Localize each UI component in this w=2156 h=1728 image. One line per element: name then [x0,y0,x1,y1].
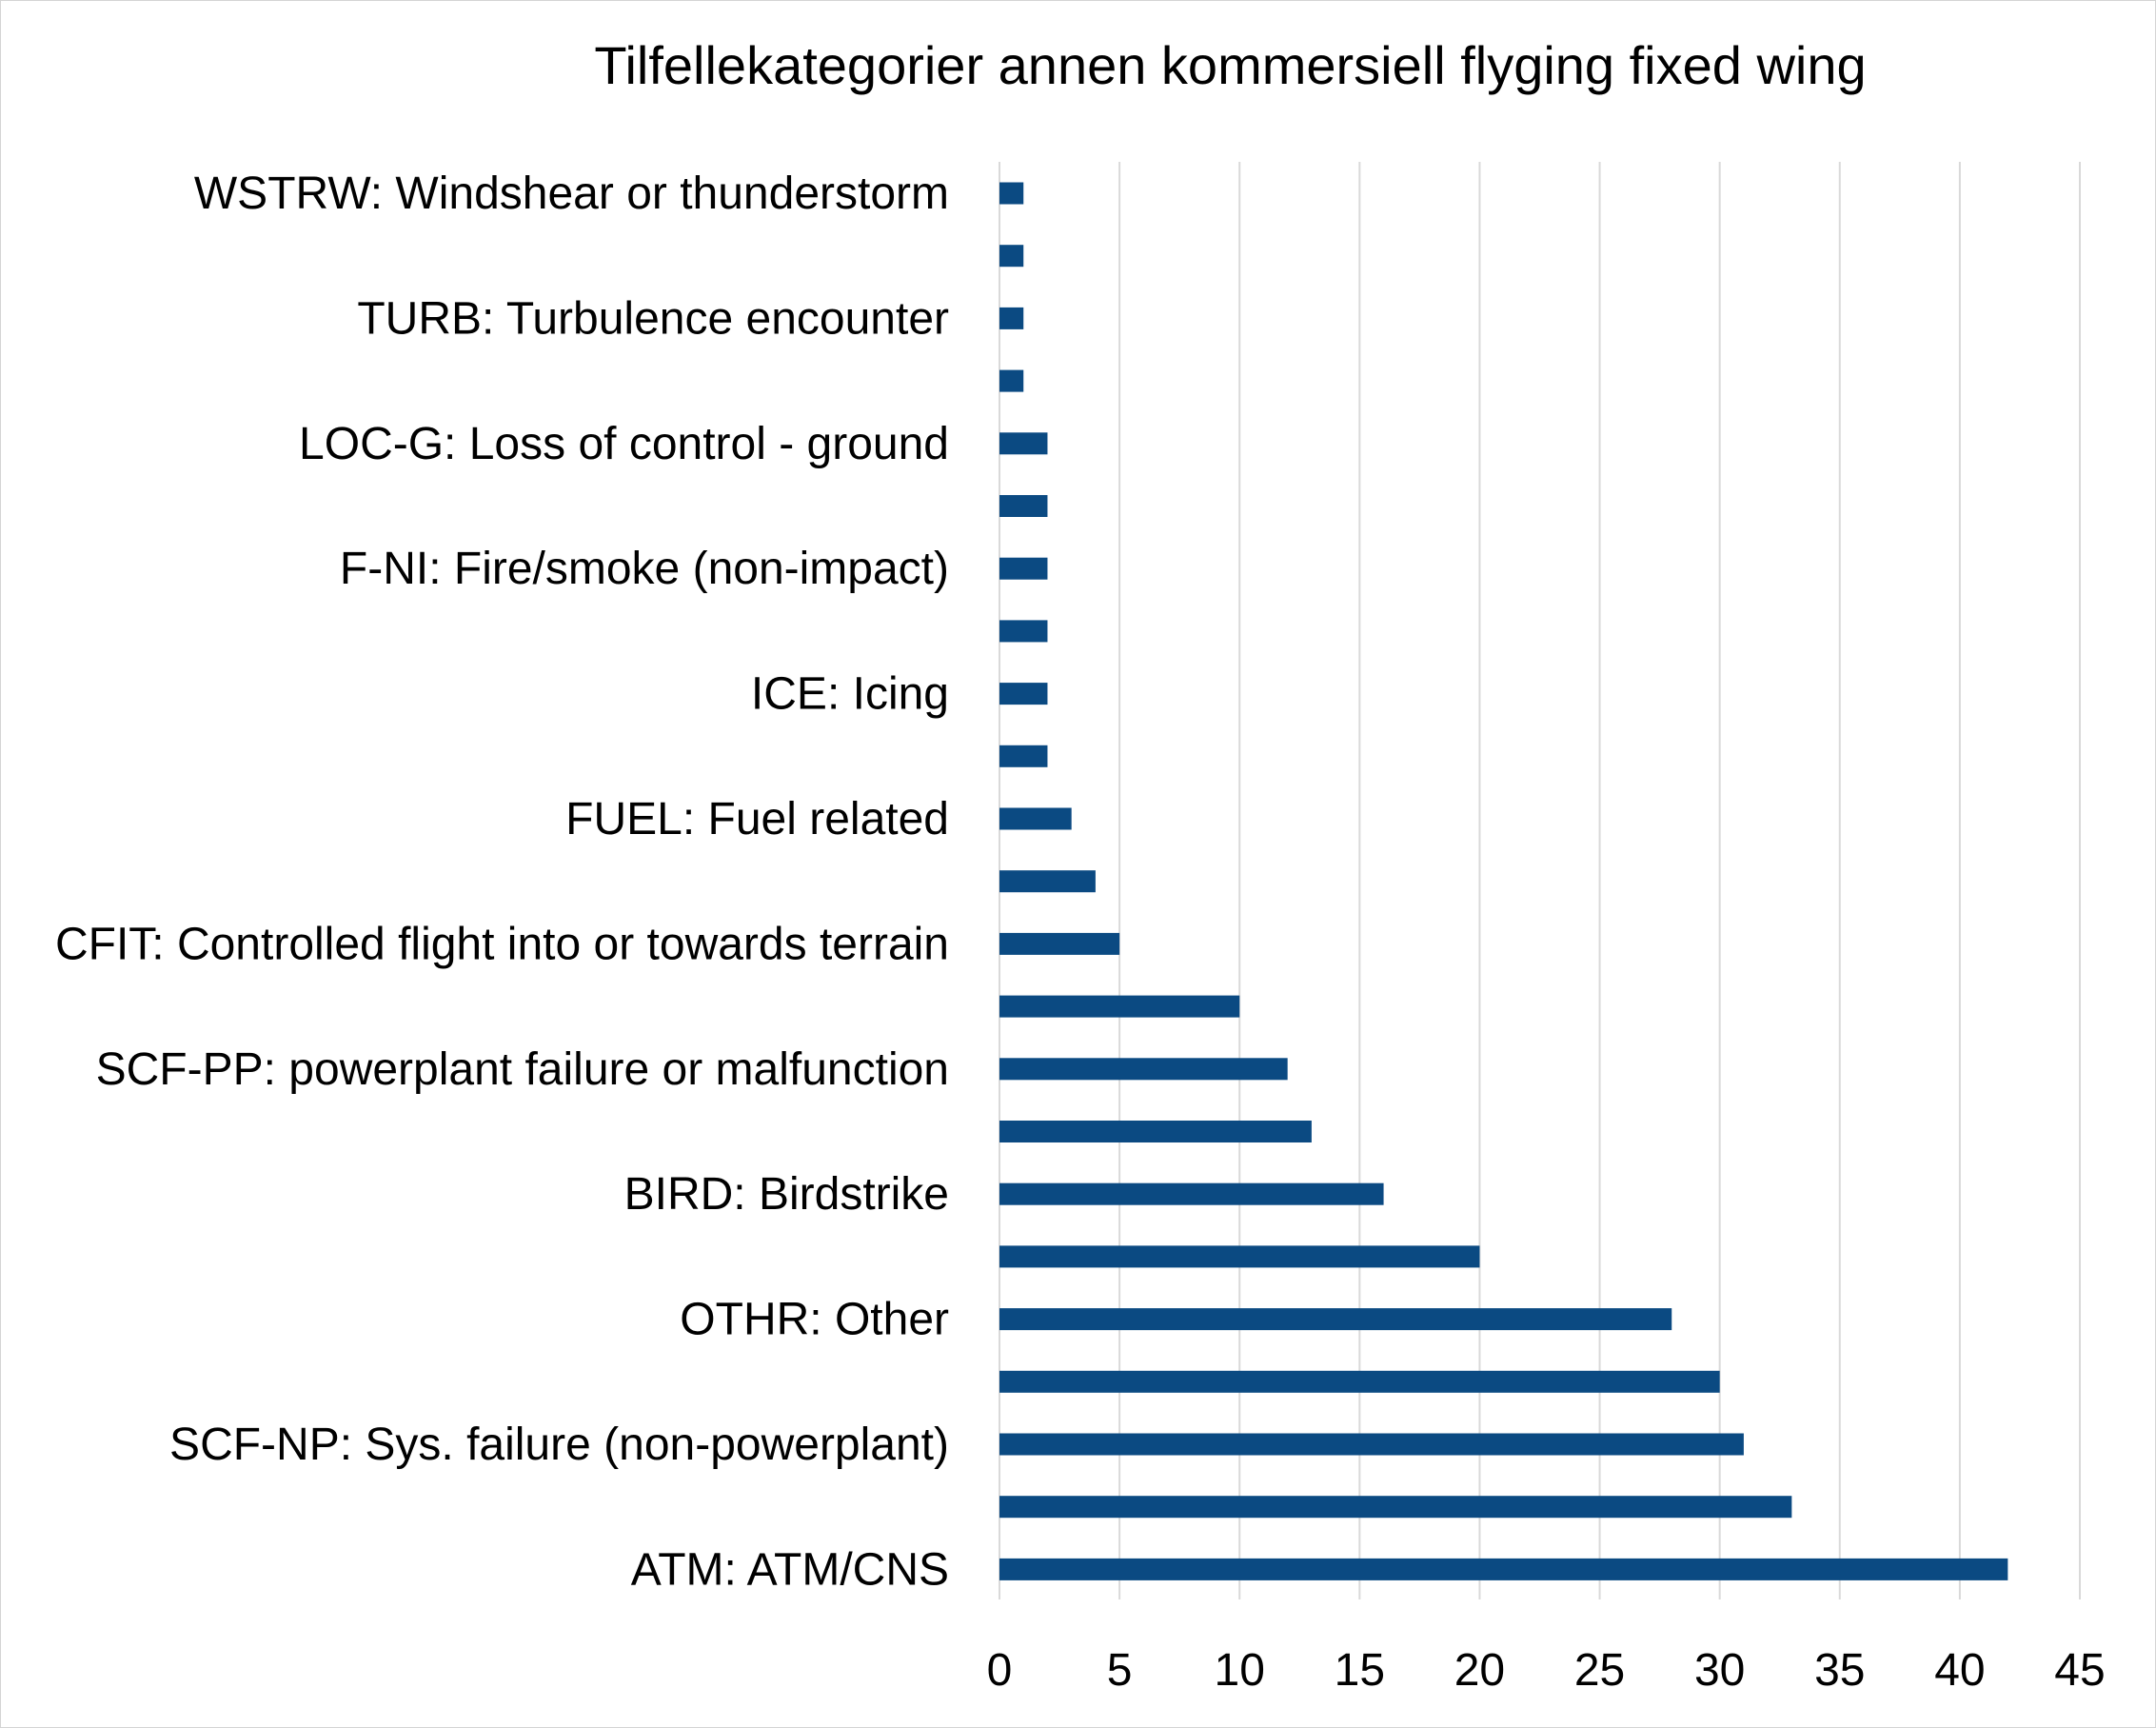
bar-8 [999,683,1048,705]
bars [999,182,2008,1580]
bar-6 [999,557,1048,580]
x-tick-label: 40 [1934,1645,1985,1696]
bar-21 [999,1496,1792,1519]
bar-1 [999,245,1024,268]
bar-12 [999,932,1120,955]
bar-9 [999,745,1048,767]
gridlines [999,162,2081,1599]
bar-14 [999,1058,1288,1081]
bar-10 [999,807,1072,830]
x-tick-label: 35 [1814,1645,1865,1696]
bar-22 [999,1558,2008,1580]
bar-19 [999,1370,1720,1393]
bar-13 [999,995,1240,1018]
x-tick-label: 45 [2054,1645,2105,1696]
category-label: SCF-NP: Sys. failure (non-powerplant) [169,1420,949,1470]
bar-5 [999,495,1048,517]
category-label: TURB: Turbulence encounter [357,293,949,344]
bar-11 [999,870,1096,893]
category-label: CFIT: Controlled flight into or towards … [55,919,949,969]
x-axis-ticks: 0 5 10 15 20 25 30 35 40 45 [987,1645,2106,1696]
category-label: FUEL: Fuel related [565,794,949,844]
bar-3 [999,369,1024,392]
bar-4 [999,432,1048,455]
category-label: BIRD: Birdstrike [624,1169,949,1220]
category-label: ICE: Icing [751,669,949,720]
bar-2 [999,307,1024,329]
bar-0 [999,182,1024,205]
bar-17 [999,1245,1480,1268]
category-labels: WSTRW: Windshear or thunderstorm TURB: Tu… [55,169,949,1595]
category-label: ATM: ATM/CNS [631,1544,949,1595]
x-tick-label: 0 [987,1645,1013,1696]
x-tick-label: 15 [1335,1645,1385,1696]
bar-15 [999,1121,1312,1142]
category-label: WSTRW: Windshear or thunderstorm [194,169,949,219]
category-label: LOC-G: Loss of control - ground [299,419,949,469]
x-tick-label: 20 [1454,1645,1505,1696]
category-label: OTHR: Other [680,1295,949,1345]
category-label: SCF-PP: powerplant failure or malfunctio… [96,1044,949,1095]
bar-20 [999,1433,1744,1456]
bar-18 [999,1308,1672,1331]
bar-16 [999,1182,1384,1205]
x-tick-label: 10 [1215,1645,1265,1696]
chart-title: Tilfellekategorier annen kommersiell fly… [594,35,1867,95]
x-tick-label: 30 [1694,1645,1745,1696]
category-label: F-NI: Fire/smoke (non-impact) [340,544,949,594]
x-tick-label: 25 [1574,1645,1625,1696]
bar-7 [999,620,1048,643]
x-tick-label: 5 [1107,1645,1133,1696]
